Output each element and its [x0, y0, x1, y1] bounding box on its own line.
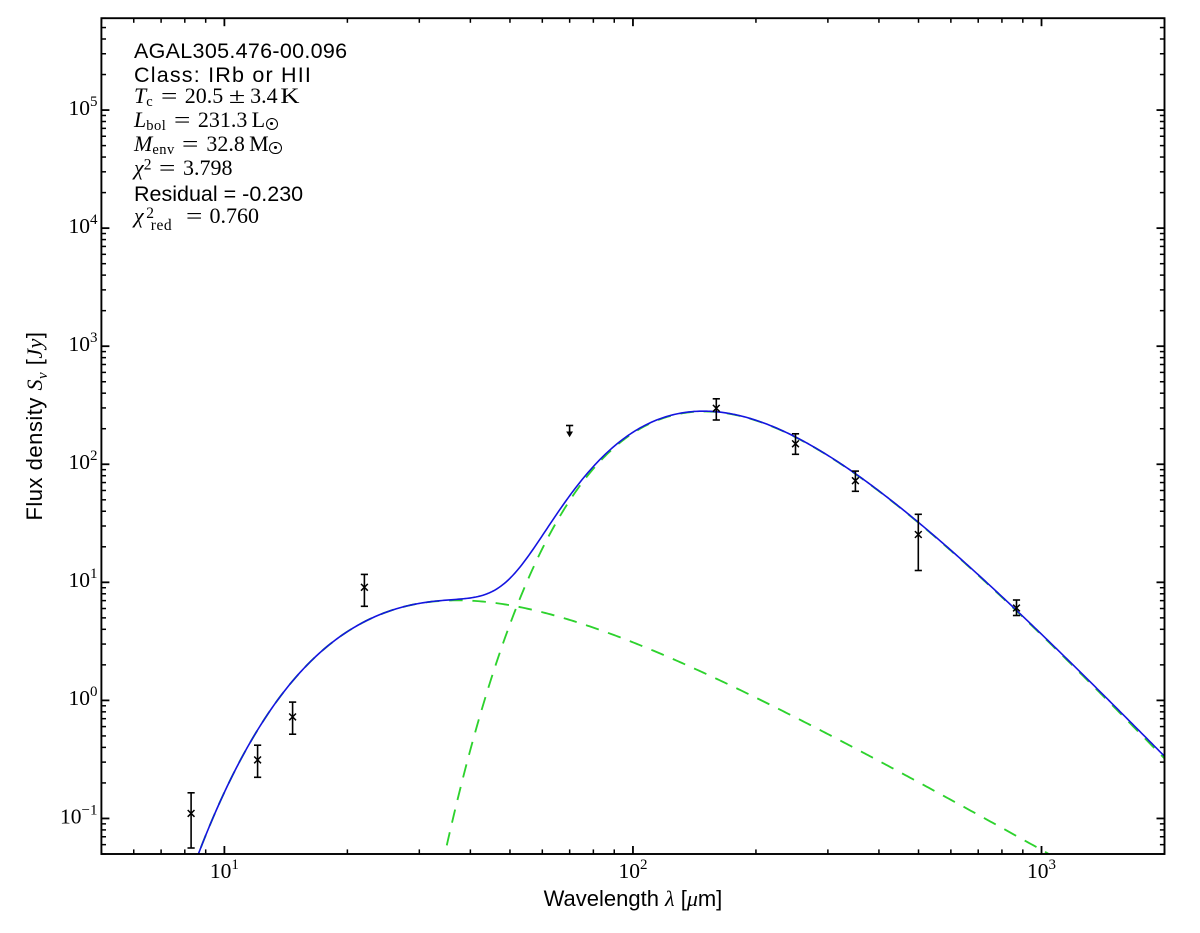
svg-text:103: 103 [1027, 857, 1056, 883]
svg-text:102: 102 [618, 857, 647, 883]
svg-text:Wavelength λ [μm]: Wavelength λ [μm] [544, 886, 723, 911]
svg-text:105: 105 [69, 94, 98, 120]
svg-text:101: 101 [210, 857, 239, 883]
svg-text:100: 100 [69, 684, 98, 710]
svg-text:Flux density Sν [Jy]: Flux density Sν [Jy] [22, 331, 51, 520]
